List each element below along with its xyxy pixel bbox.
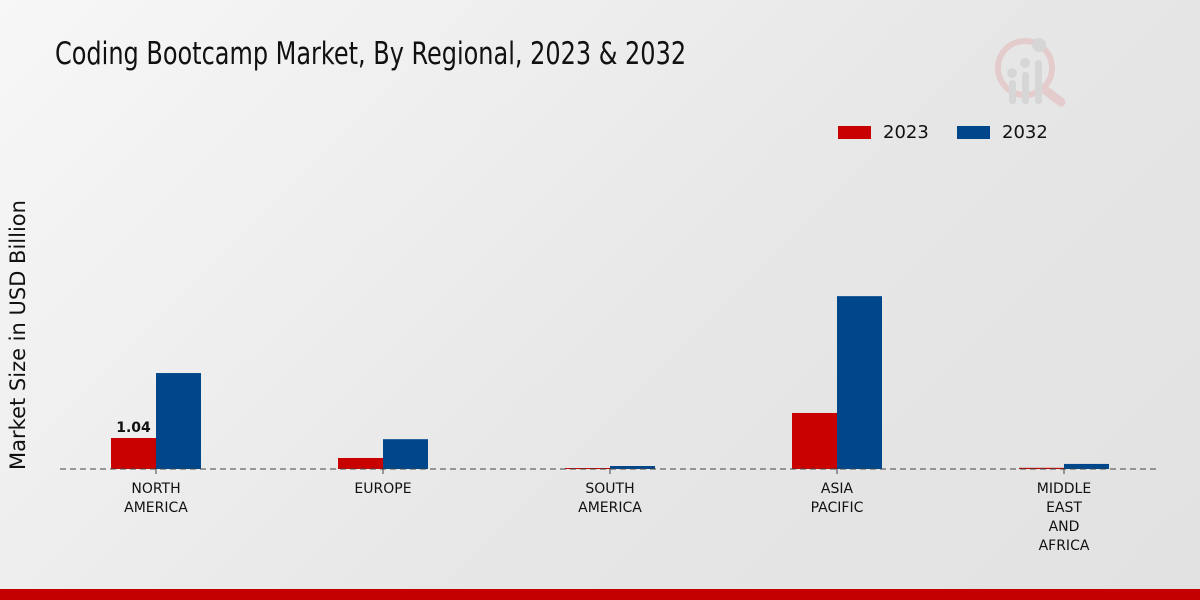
x-tick-label: ASIA [821,481,854,497]
bar-2032-2 [610,466,655,469]
data-label: 1.04 [116,420,151,436]
x-tick-label: AFRICA [1039,538,1090,554]
x-tick-label: MIDDLE [1037,481,1091,497]
legend-item-2023: 2023 [838,122,929,143]
legend-label: 2023 [883,122,929,143]
bar-2032-1 [383,439,428,469]
legend-label: 2032 [1002,122,1048,143]
footer-bar [0,589,1200,600]
x-tick-label: AMERICA [124,500,188,516]
bar-2023-1 [338,457,383,469]
x-tick-label: NORTH [131,481,180,497]
legend-swatch-2023 [838,126,871,139]
bar-2023-2 [565,468,610,469]
bar-2023-3 [792,412,837,469]
bar-2032-3 [837,296,882,469]
bar-2023-4 [1019,467,1064,469]
x-tick-label: EAST [1046,500,1082,516]
x-tick-label: SOUTH [585,481,634,497]
watermark-logo [995,30,1066,110]
bar-2032-0 [156,373,201,469]
x-tick-label: EUROPE [354,481,411,497]
chart-title: Coding Bootcamp Market, By Regional, 202… [55,36,687,72]
x-tick-label: AMERICA [578,500,642,516]
bar-2032-4 [1064,463,1109,469]
legend-swatch-2032 [957,126,990,139]
x-tick-label: PACIFIC [811,500,864,516]
legend-item-2032: 2032 [957,122,1048,143]
x-tick-label: AND [1049,519,1080,535]
bar-2023-0 [111,438,156,469]
logo-icon [995,38,1066,107]
